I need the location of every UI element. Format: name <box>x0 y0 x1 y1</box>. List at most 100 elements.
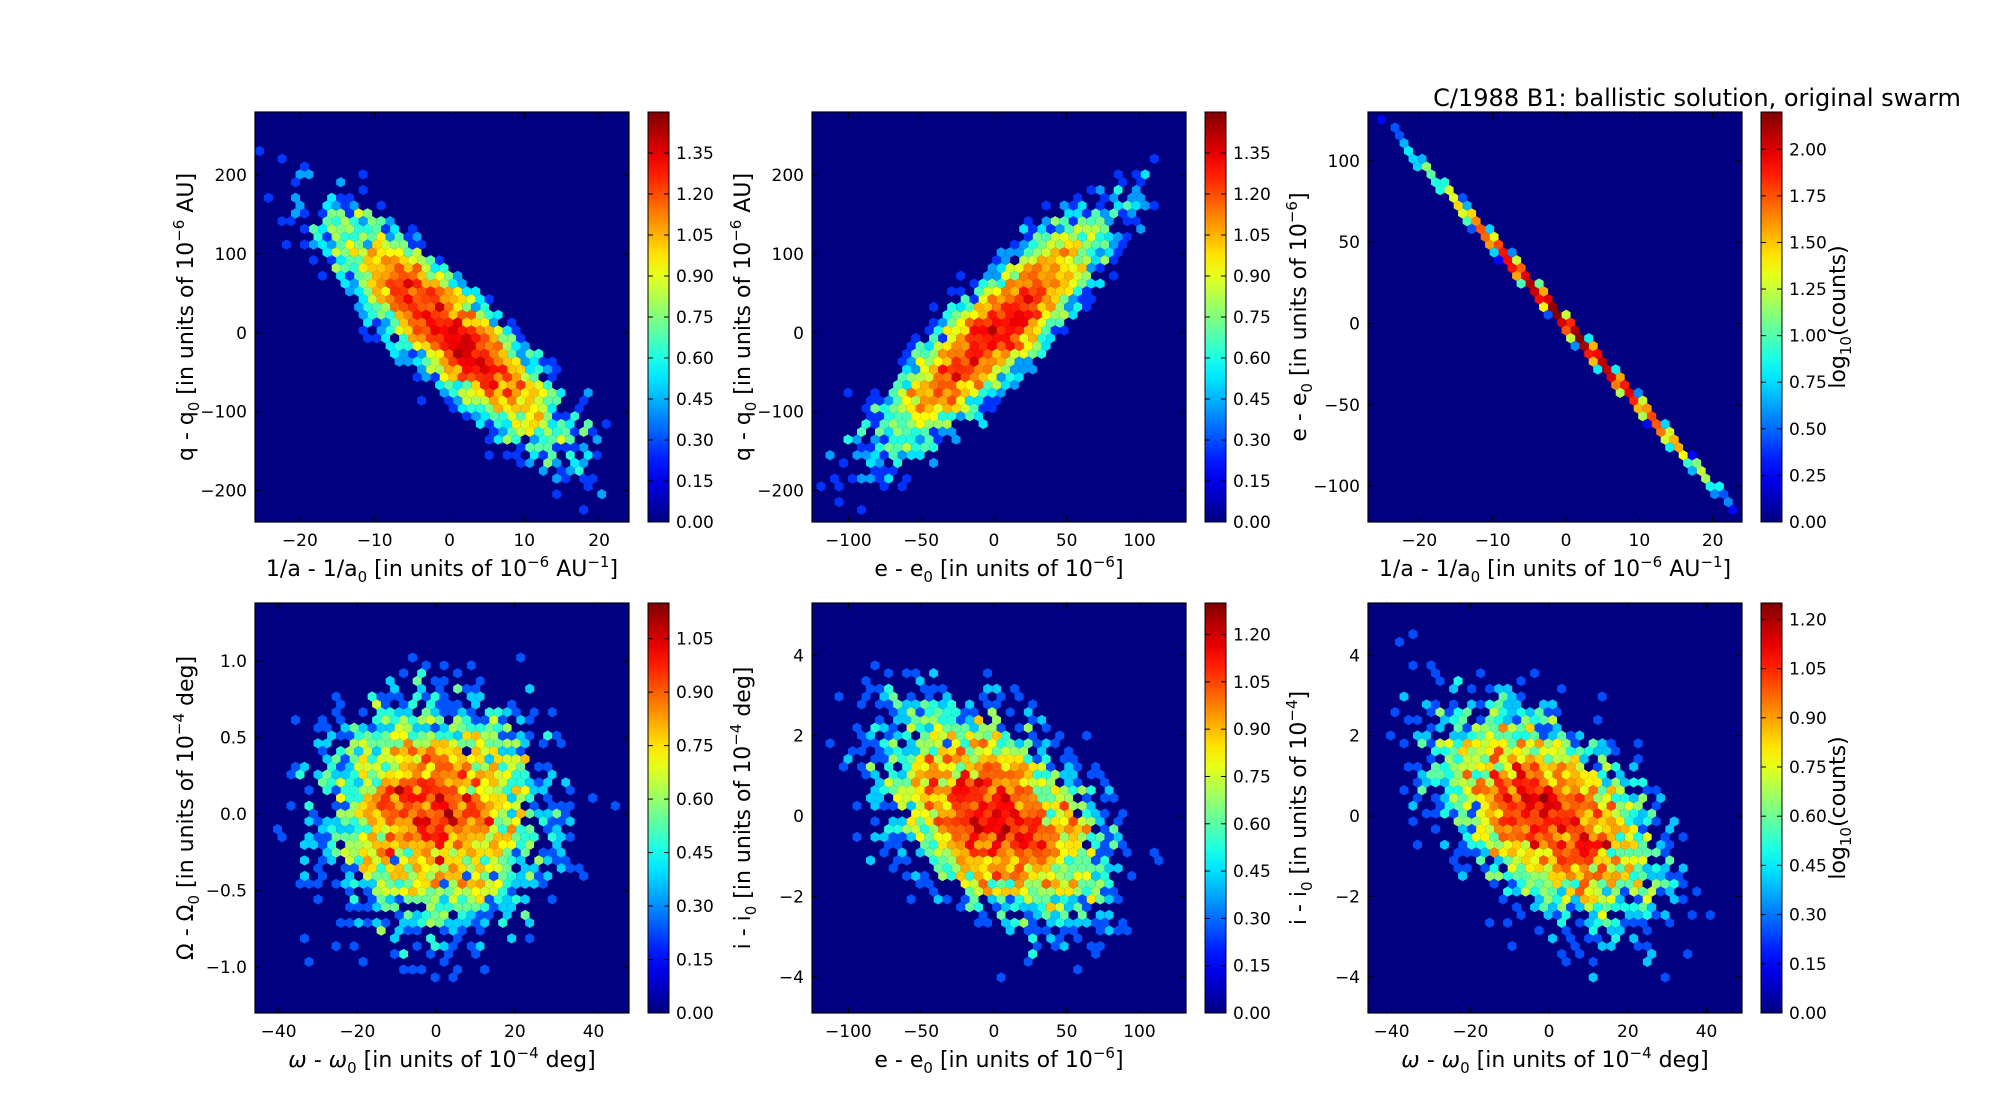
hexbin-cell <box>1462 722 1472 733</box>
hexbin-cell <box>502 707 512 718</box>
hexbin-cell <box>475 387 485 398</box>
hexbin-cell <box>1570 831 1580 843</box>
hexbin-cell <box>381 792 391 804</box>
hexbin-cell <box>1606 847 1616 858</box>
hexbin-cell <box>556 800 566 811</box>
hexbin-cell <box>1055 333 1065 344</box>
hexbin-cell <box>435 839 445 850</box>
hexbin-cell <box>322 800 332 811</box>
hexbin-cell <box>893 746 903 757</box>
hexbin-cell <box>938 364 948 375</box>
hexbin-cell <box>273 177 282 188</box>
hexbin-cell <box>938 870 948 882</box>
hexbin-cell <box>870 707 880 718</box>
hexbin-cell <box>1624 738 1634 749</box>
hexbin-cell <box>1615 972 1625 983</box>
hexbin-cell <box>1593 714 1603 726</box>
hexbin-cell <box>983 270 993 281</box>
hexbin-cell <box>444 808 454 819</box>
hexbin-cell <box>358 800 368 811</box>
hexbin-cell <box>1615 941 1625 952</box>
hexbin-cell <box>376 863 386 874</box>
hexbin-cell <box>1064 746 1074 757</box>
hexbin-cell <box>1005 987 1015 999</box>
hexbin-cell <box>394 691 404 702</box>
hexbin-cell <box>610 496 620 508</box>
hexbin-cell <box>1172 964 1182 975</box>
hexbin-cell <box>965 777 975 788</box>
hexbin-cell <box>1068 753 1078 765</box>
hexbin-cell <box>1005 325 1015 336</box>
hexbin-cell <box>1019 792 1029 804</box>
hexbin-cell <box>390 746 400 757</box>
hexbin-cell <box>399 917 409 928</box>
hexbin-cell <box>1086 863 1096 874</box>
colorbar-tick-label: 0.25 <box>1789 466 1827 486</box>
hexbin-cell <box>1449 761 1459 772</box>
x-tick-label: 20 <box>1702 531 1724 551</box>
hexbin-cell <box>399 870 409 882</box>
hexbin-cell <box>381 917 391 928</box>
hexbin-cell <box>322 863 332 874</box>
hexbin-cell <box>457 894 467 905</box>
hexbin-cell <box>1548 746 1558 757</box>
hexbin-cell <box>1597 785 1607 796</box>
y-tick-label: 200 <box>215 166 247 186</box>
hexbin-cell <box>830 473 839 484</box>
hexbin-cell <box>1539 683 1549 694</box>
hexbin-cell <box>385 675 395 687</box>
hexbin-cell <box>502 434 512 445</box>
hexbin-cell <box>331 262 341 274</box>
hexbin-cell <box>448 769 458 780</box>
hexbin-cell <box>502 800 512 811</box>
hexbin-cell <box>915 387 925 398</box>
hexbin-cell <box>983 411 993 422</box>
hexbin-cell <box>1041 356 1051 367</box>
hexbin-cell <box>358 247 368 258</box>
hexbin-cell <box>349 785 359 796</box>
hexbin-cell <box>1444 738 1454 749</box>
x-tick-label: 100 <box>1123 531 1155 551</box>
hexbin-cell <box>1010 746 1020 757</box>
hexbin-cell <box>480 792 490 804</box>
hexbin-cell <box>403 707 413 718</box>
hexbin-cell <box>942 403 952 414</box>
hexbin-cell <box>327 855 337 866</box>
hexbin-cell <box>1426 753 1436 765</box>
hexbin-cell <box>902 426 912 437</box>
hexbin-cell <box>1552 909 1562 921</box>
hexbin-cell <box>1413 886 1422 897</box>
hexbin-cell <box>1019 777 1029 788</box>
hexbin-cell <box>1561 785 1571 796</box>
hexbin-cell <box>1552 309 1562 320</box>
hexbin-cell <box>906 644 916 655</box>
hexbin-cell <box>888 863 898 874</box>
hexbin-cell <box>834 722 844 733</box>
hexbin-cell <box>983 808 993 819</box>
hexbin-cell <box>538 450 548 461</box>
hexbin-cell <box>956 699 966 710</box>
hexbin-cell <box>920 808 930 819</box>
hexbin-cell <box>1064 208 1074 219</box>
hexbin-cell <box>556 878 566 889</box>
hexbin-cell <box>381 746 391 757</box>
hexbin-cell <box>453 808 463 819</box>
hexbin-cell <box>511 831 521 843</box>
hexbin-cell <box>417 683 427 694</box>
hexbin-cell <box>367 738 377 749</box>
hexbin-cell <box>453 395 463 406</box>
hexbin-cell <box>300 161 309 172</box>
hexbin-cell <box>507 317 517 328</box>
hexbin-cell <box>969 707 979 718</box>
hexbin-cell <box>493 325 503 336</box>
hexbin-cell <box>1390 675 1400 687</box>
hexbin-cell <box>354 839 364 850</box>
hexbin-cell <box>915 450 925 461</box>
hexbin-cell <box>516 761 526 772</box>
hexbin-cell <box>1064 192 1074 203</box>
hexbin-cell <box>439 387 449 398</box>
hexbin-cell <box>929 348 939 359</box>
hexbin-cell <box>457 387 467 398</box>
hexbin-cell <box>1579 722 1589 733</box>
hexbin-cell <box>1091 239 1101 250</box>
